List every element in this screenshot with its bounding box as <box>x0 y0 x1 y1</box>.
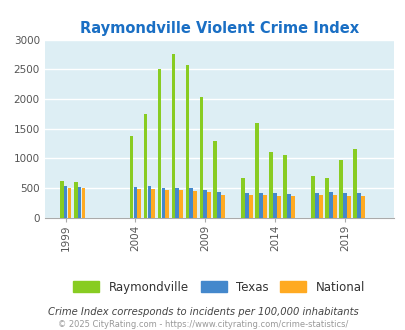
Bar <box>241 178 245 218</box>
Bar <box>255 123 258 218</box>
Bar <box>203 190 207 218</box>
Bar <box>290 196 294 218</box>
Bar <box>269 152 273 218</box>
Bar <box>161 187 165 218</box>
Bar <box>68 188 71 218</box>
Legend: Raymondville, Texas, National: Raymondville, Texas, National <box>70 277 368 297</box>
Bar <box>193 191 196 218</box>
Bar <box>259 193 262 218</box>
Text: Crime Index corresponds to incidents per 100,000 inhabitants: Crime Index corresponds to incidents per… <box>47 307 358 317</box>
Bar <box>213 141 217 218</box>
Bar <box>64 186 67 218</box>
Bar <box>157 69 161 218</box>
Bar <box>74 182 77 218</box>
Bar <box>60 181 64 218</box>
Bar <box>346 196 350 218</box>
Bar <box>217 192 221 218</box>
Bar <box>189 188 193 218</box>
Bar <box>273 193 276 218</box>
Bar <box>360 196 364 218</box>
Bar <box>342 193 346 218</box>
Bar <box>129 136 133 218</box>
Bar <box>133 187 137 218</box>
Bar <box>77 187 81 218</box>
Bar <box>137 189 141 218</box>
Bar <box>151 189 155 218</box>
Bar <box>179 190 183 218</box>
Bar <box>338 160 342 218</box>
Bar <box>143 114 147 218</box>
Bar <box>147 186 151 218</box>
Bar <box>185 65 189 218</box>
Bar <box>277 196 280 218</box>
Bar <box>311 176 314 218</box>
Bar <box>262 195 266 218</box>
Bar <box>245 193 248 218</box>
Bar <box>175 187 179 218</box>
Bar <box>199 97 203 218</box>
Bar <box>249 195 252 218</box>
Bar <box>352 149 356 218</box>
Bar <box>283 155 286 218</box>
Bar <box>332 195 336 218</box>
Bar <box>165 190 169 218</box>
Bar <box>328 192 332 218</box>
Bar <box>324 178 328 218</box>
Bar <box>356 193 360 218</box>
Bar <box>171 54 175 218</box>
Bar <box>314 193 318 218</box>
Bar <box>207 192 211 218</box>
Bar <box>221 195 224 218</box>
Text: © 2025 CityRating.com - https://www.cityrating.com/crime-statistics/: © 2025 CityRating.com - https://www.city… <box>58 320 347 329</box>
Bar <box>318 195 322 218</box>
Bar <box>286 194 290 218</box>
Title: Raymondville Violent Crime Index: Raymondville Violent Crime Index <box>79 21 358 36</box>
Bar <box>81 187 85 218</box>
